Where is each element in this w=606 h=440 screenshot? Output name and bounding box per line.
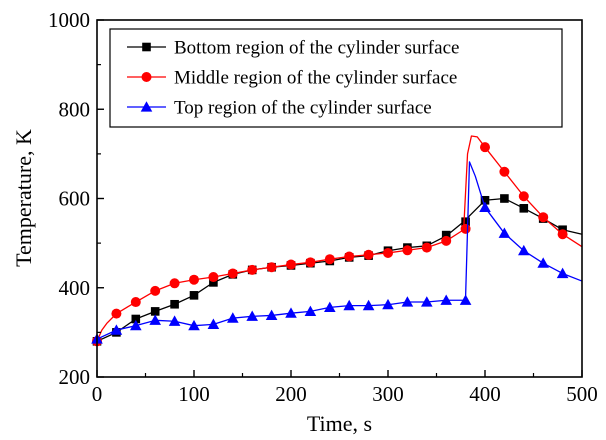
series-line-square [96,197,583,342]
y-tick-label: 200 [59,365,91,389]
data-point-triangle [246,310,258,321]
data-point-circle [266,262,277,273]
data-point-circle [383,247,393,258]
data-point-circle [169,278,180,289]
data-point-circle [518,191,529,202]
data-point-circle [538,212,549,223]
data-point-square [150,307,160,316]
x-tick-label: 500 [566,382,598,406]
data-point-circle [208,272,219,283]
legend: Bottom region of the cylinder surface Mid… [109,28,563,128]
data-point-circle [557,229,568,240]
data-point-square [189,291,199,300]
data-point-circle [286,259,296,270]
data-point-square [170,299,179,309]
y-tick-label: 800 [59,97,91,121]
data-point-triangle [265,309,278,321]
series-layer [91,135,583,347]
x-tick-label: 400 [469,382,501,406]
data-point-triangle [285,307,297,318]
legend-marker-triangle [140,101,153,112]
legend-label: Top region of the cylinder surface [174,98,432,119]
data-point-triangle [518,244,530,256]
data-point-circle [402,245,413,256]
data-point-circle [480,142,490,153]
data-point-circle [150,285,161,296]
data-point-circle [363,249,374,260]
series-line-circle [96,135,583,342]
x-tick-label: 200 [275,382,307,406]
x-tick-label: 0 [92,382,103,406]
x-tick-label: 100 [178,382,210,406]
data-point-circle [324,254,335,265]
data-point-circle [247,264,258,275]
legend-marker-square [142,42,151,52]
ticks-layer: 0 100 200 300 400 500 200 400 600 800 1000 [48,8,598,406]
data-point-triangle [479,201,491,213]
data-point-triangle [304,305,317,317]
data-point-triangle [556,267,569,279]
data-point-circle [460,223,471,234]
data-point-triangle [498,227,511,238]
data-point-triangle [227,312,239,323]
data-point-circle [499,166,510,177]
data-point-circle [305,257,316,268]
data-point-triangle [401,296,414,307]
x-axis-title: Time, s [307,411,372,436]
legend-marker-circle [141,72,152,82]
series-circle [92,135,583,347]
data-point-square [131,314,141,324]
data-point-circle [227,268,238,279]
data-point-square [500,194,509,203]
data-point-triangle [110,324,123,335]
data-point-circle [189,274,199,285]
y-axis-title: Temperature, K [11,129,36,267]
data-point-circle [421,242,432,253]
data-point-triangle [440,294,452,305]
x-tick-label: 300 [372,382,404,406]
data-point-triangle [459,294,472,305]
data-point-circle [441,235,452,246]
data-point-triangle [168,315,181,326]
legend-label: Middle region of the cylinder surface [174,68,457,89]
data-point-circle [111,308,122,319]
series-triangle [91,161,583,344]
data-point-triangle [130,319,142,331]
data-point-square [461,217,470,227]
data-point-triangle [188,319,200,331]
data-point-circle [344,251,355,262]
y-tick-label: 600 [59,187,91,211]
data-point-square [519,204,529,213]
data-point-triangle [343,299,355,311]
series-line-triangle [96,161,583,340]
legend-label: Bottom region of the cylinder surface [174,38,459,59]
data-point-square [209,278,218,287]
data-point-triangle [537,257,549,268]
data-point-triangle [207,318,220,329]
data-point-triangle [362,299,375,311]
y-tick-label: 400 [59,276,91,300]
y-tick-label: 1000 [48,8,90,32]
data-point-triangle [149,314,161,325]
data-point-square [480,195,490,205]
data-point-square [441,230,451,240]
data-point-triangle [421,296,433,307]
data-point-triangle [324,301,336,312]
series-square [92,194,583,346]
legend-box [109,28,563,128]
data-point-circle [130,297,141,308]
data-point-triangle [382,298,394,310]
